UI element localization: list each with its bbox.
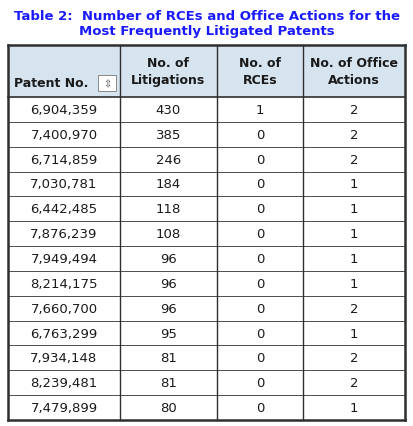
Text: 95: 95 bbox=[160, 327, 177, 340]
Bar bbox=[98, 76, 116, 92]
Text: 96: 96 bbox=[160, 277, 177, 290]
Text: 7,934,148: 7,934,148 bbox=[31, 351, 97, 365]
Text: 7,876,239: 7,876,239 bbox=[30, 227, 98, 241]
Text: No. of
Litigations: No. of Litigations bbox=[131, 57, 205, 87]
Bar bbox=[8, 296, 405, 321]
Text: 6,763,299: 6,763,299 bbox=[31, 327, 97, 340]
Text: 0: 0 bbox=[256, 351, 264, 365]
Text: 96: 96 bbox=[160, 253, 177, 265]
Bar bbox=[8, 98, 405, 123]
Text: 81: 81 bbox=[160, 351, 177, 365]
Bar bbox=[8, 247, 405, 271]
Text: 96: 96 bbox=[160, 302, 177, 315]
Bar bbox=[8, 321, 405, 345]
Text: Table 2:  Number of RCEs and Office Actions for the: Table 2: Number of RCEs and Office Actio… bbox=[14, 9, 399, 23]
Text: 0: 0 bbox=[256, 376, 264, 389]
Text: 0: 0 bbox=[256, 253, 264, 265]
Bar bbox=[8, 395, 405, 420]
Text: 1: 1 bbox=[350, 227, 358, 241]
Text: 7,400,970: 7,400,970 bbox=[31, 129, 97, 141]
Text: 1: 1 bbox=[350, 327, 358, 340]
Text: 385: 385 bbox=[156, 129, 181, 141]
Text: 184: 184 bbox=[156, 178, 181, 191]
Text: 0: 0 bbox=[256, 227, 264, 241]
Text: 2: 2 bbox=[350, 351, 358, 365]
Text: 0: 0 bbox=[256, 327, 264, 340]
Text: No. of Office
Actions: No. of Office Actions bbox=[310, 57, 398, 87]
Text: 6,714,859: 6,714,859 bbox=[31, 153, 97, 166]
Bar bbox=[8, 271, 405, 296]
Text: 1: 1 bbox=[350, 277, 358, 290]
Text: 2: 2 bbox=[350, 129, 358, 141]
Text: 6,904,359: 6,904,359 bbox=[31, 104, 97, 117]
Text: 80: 80 bbox=[160, 401, 177, 414]
Text: 0: 0 bbox=[256, 401, 264, 414]
Text: 1: 1 bbox=[350, 401, 358, 414]
Bar bbox=[8, 123, 405, 147]
Text: 0: 0 bbox=[256, 178, 264, 191]
Text: 1: 1 bbox=[350, 178, 358, 191]
Text: 2: 2 bbox=[350, 104, 358, 117]
Text: 8,239,481: 8,239,481 bbox=[31, 376, 97, 389]
Text: Most Frequently Litigated Patents: Most Frequently Litigated Patents bbox=[79, 26, 334, 38]
Text: 1: 1 bbox=[350, 203, 358, 216]
Text: Patent No.: Patent No. bbox=[14, 77, 88, 90]
Text: 118: 118 bbox=[156, 203, 181, 216]
Text: No. of
RCEs: No. of RCEs bbox=[239, 57, 281, 87]
Text: 7,660,700: 7,660,700 bbox=[31, 302, 97, 315]
Bar bbox=[8, 222, 405, 247]
Text: 108: 108 bbox=[156, 227, 181, 241]
Text: 81: 81 bbox=[160, 376, 177, 389]
Text: 2: 2 bbox=[350, 153, 358, 166]
Bar bbox=[8, 345, 405, 371]
Bar bbox=[8, 172, 405, 197]
Text: 1: 1 bbox=[256, 104, 264, 117]
Text: 7,479,899: 7,479,899 bbox=[31, 401, 97, 414]
Text: 8,214,175: 8,214,175 bbox=[30, 277, 98, 290]
Text: ⇳: ⇳ bbox=[103, 79, 111, 89]
Text: 0: 0 bbox=[256, 302, 264, 315]
Bar bbox=[8, 147, 405, 172]
Text: 0: 0 bbox=[256, 129, 264, 141]
Text: 7,030,781: 7,030,781 bbox=[30, 178, 98, 191]
Text: 0: 0 bbox=[256, 203, 264, 216]
Text: 2: 2 bbox=[350, 302, 358, 315]
Text: 0: 0 bbox=[256, 277, 264, 290]
Text: 430: 430 bbox=[156, 104, 181, 117]
Text: 0: 0 bbox=[256, 153, 264, 166]
Bar bbox=[8, 46, 405, 98]
Text: 2: 2 bbox=[350, 376, 358, 389]
Text: 246: 246 bbox=[156, 153, 181, 166]
Bar bbox=[8, 197, 405, 222]
Bar bbox=[8, 371, 405, 395]
Text: 7,949,494: 7,949,494 bbox=[31, 253, 97, 265]
Text: 1: 1 bbox=[350, 253, 358, 265]
Text: 6,442,485: 6,442,485 bbox=[31, 203, 97, 216]
